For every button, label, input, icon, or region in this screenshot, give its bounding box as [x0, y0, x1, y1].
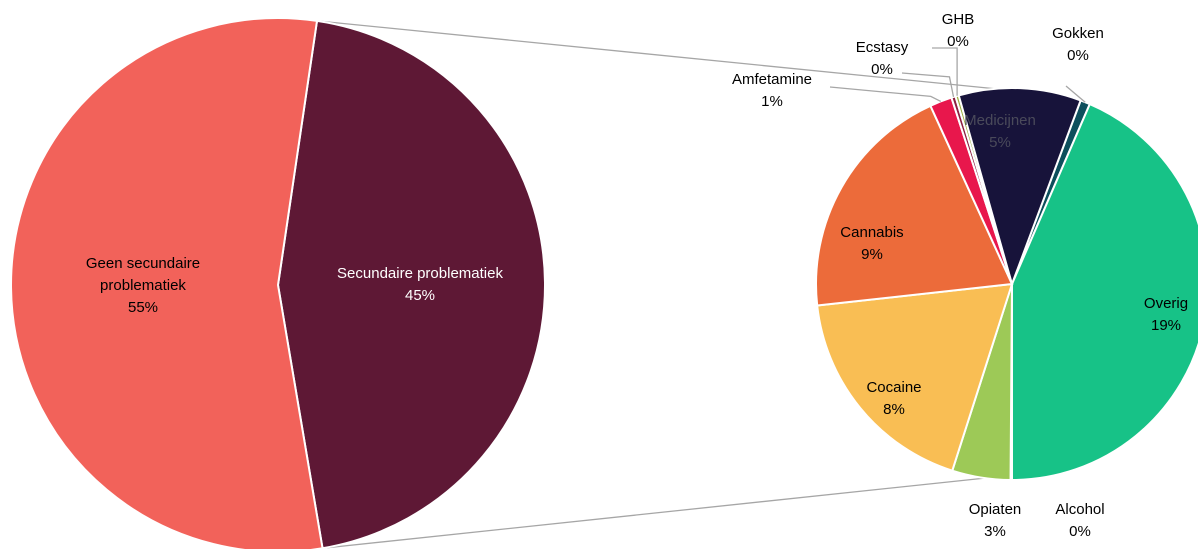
label-ecstasy: Ecstasy 0%	[856, 39, 909, 78]
label-ghb: GHB 0%	[942, 11, 975, 50]
leader-line-ecstasy	[901, 72, 955, 98]
slice-overig	[1010, 102, 1198, 482]
label-overig: Overig 19%	[1144, 295, 1188, 334]
slice-secundaire-problematiek	[276, 19, 546, 549]
label-gokken: Gokken 0%	[1052, 25, 1104, 64]
secondary-pie	[815, 87, 1198, 482]
label-geen-secundaire-problematiek: Geen secundaire problematiek 55%	[86, 255, 200, 316]
connector-lines	[316, 20, 995, 549]
label-opiaten: Opiaten 3%	[969, 501, 1022, 540]
slice-cannabis	[815, 104, 1014, 307]
slice-medicijnen	[957, 87, 1082, 288]
leader-line-ghb	[932, 47, 958, 96]
label-cocaine: Cocaine 8%	[866, 379, 921, 418]
leader-line-gokken	[1065, 85, 1086, 103]
slice-geen-secundaire-problematiek	[10, 17, 324, 549]
label-secundaire-problematiek: Secundaire problematiek 45%	[337, 265, 503, 304]
data-labels: Secundaire problematiek 45% Geen secundair…	[86, 11, 1188, 540]
slice-cocaine	[816, 282, 1014, 472]
leader-lines	[829, 47, 1086, 103]
label-alcohol: Alcohol 0%	[1055, 501, 1104, 540]
leader-line-amfetamine	[829, 86, 942, 102]
connector-line-bottom	[322, 477, 985, 549]
label-cannabis: Cannabis 9%	[840, 224, 903, 263]
label-amfetamine: Amfetamine 1%	[732, 71, 812, 110]
main-pie	[10, 17, 546, 549]
connector-line-top	[316, 20, 995, 90]
label-medicijnen: Medicijnen 5%	[964, 112, 1036, 151]
